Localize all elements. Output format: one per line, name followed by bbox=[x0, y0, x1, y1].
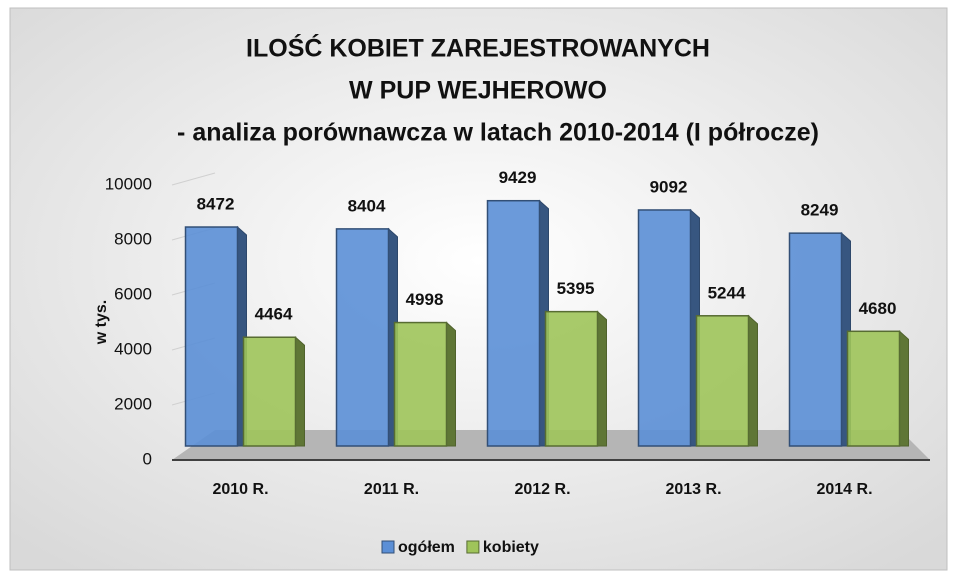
chart-title: ILOŚĆ KOBIET ZAREJESTROWANYCH bbox=[246, 33, 710, 63]
value-label: 5395 bbox=[557, 279, 595, 298]
bar bbox=[184, 226, 239, 447]
bar bbox=[486, 199, 541, 447]
x-tick-label: 2014 R. bbox=[816, 481, 872, 498]
bar bbox=[393, 321, 448, 447]
x-tick-label: 2011 R. bbox=[364, 481, 419, 498]
bar-side bbox=[748, 314, 758, 447]
bar-side bbox=[597, 310, 607, 447]
value-label: 9092 bbox=[650, 177, 688, 196]
bar bbox=[544, 310, 599, 447]
y-tick-label: 2000 bbox=[114, 394, 152, 413]
x-tick-label: 2012 R. bbox=[514, 481, 570, 498]
value-label: 8249 bbox=[801, 201, 839, 220]
bar bbox=[846, 330, 901, 447]
bar-side bbox=[446, 321, 456, 447]
y-tick-label: 8000 bbox=[114, 229, 152, 248]
grid-line bbox=[171, 172, 216, 186]
value-label: 4680 bbox=[859, 299, 897, 318]
y-axis-label: w tys. bbox=[93, 300, 110, 345]
bar bbox=[637, 209, 692, 447]
y-tick-label: 4000 bbox=[114, 339, 152, 358]
legend-swatch bbox=[381, 540, 395, 554]
legend-label: ogółem bbox=[398, 539, 455, 556]
bar-side bbox=[899, 330, 909, 447]
value-label: 5244 bbox=[708, 283, 746, 302]
bar bbox=[695, 315, 750, 447]
legend-label: kobiety bbox=[483, 539, 539, 556]
x-tick-label: 2010 R. bbox=[212, 481, 268, 498]
y-tick-label: 0 bbox=[143, 449, 152, 468]
x-tick-label: 2013 R. bbox=[665, 481, 721, 498]
legend-swatch bbox=[466, 540, 480, 554]
bar-side bbox=[295, 336, 305, 447]
bar bbox=[788, 232, 843, 447]
value-label: 8404 bbox=[348, 196, 386, 215]
value-label: 8472 bbox=[197, 195, 235, 214]
chart-subtitle: - analiza porównawcza w latach 2010-2014… bbox=[177, 119, 819, 147]
bar bbox=[335, 228, 390, 447]
value-label: 4464 bbox=[255, 305, 293, 324]
y-tick-label: 6000 bbox=[114, 284, 152, 303]
value-label: 4998 bbox=[406, 290, 444, 309]
bar bbox=[242, 336, 297, 447]
value-label: 9429 bbox=[499, 168, 537, 187]
chart-title: W PUP WEJHEROWO bbox=[349, 77, 607, 105]
y-tick-label: 10000 bbox=[105, 174, 152, 193]
